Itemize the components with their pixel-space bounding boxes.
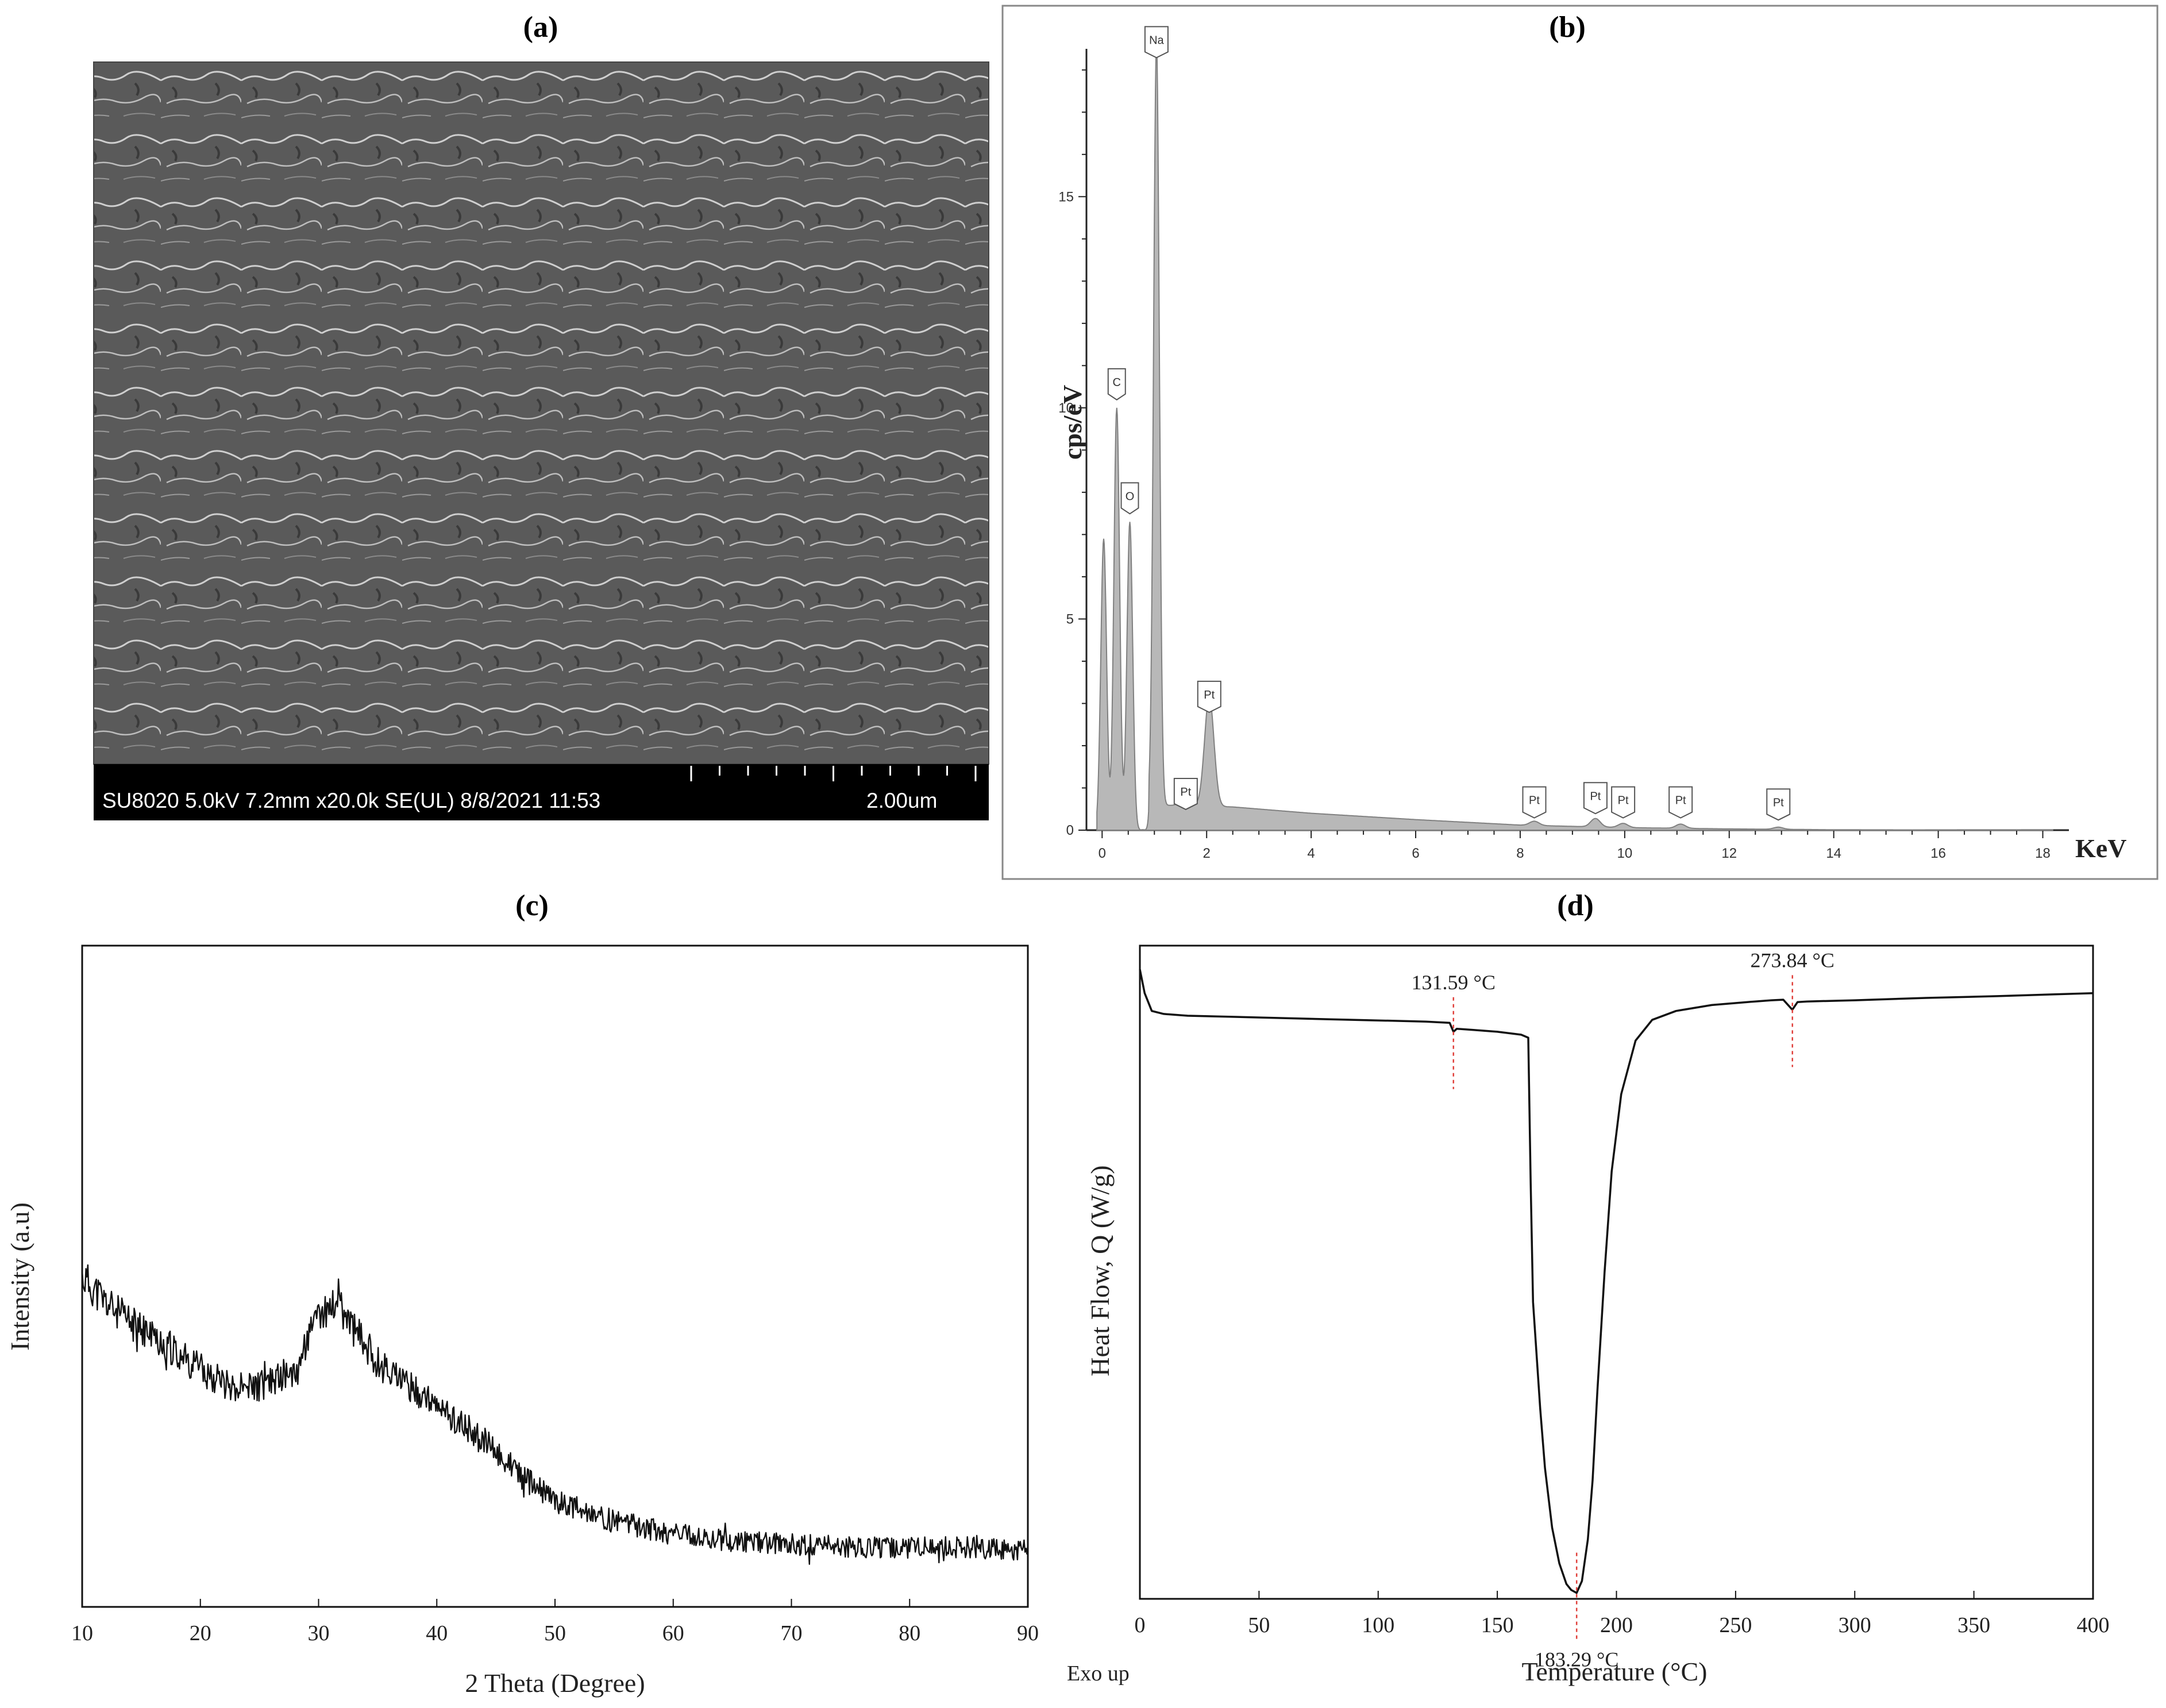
edx-spectrum: 0 2 4 6 8 10 12 14 16 18 0 5 10 15 C O Na Pt Pt Pt Pt Pt Pt Pt [1058,26,2069,861]
dsc-series-line [1139,969,2094,1594]
edx-x-tick-label: 0 [1099,846,1106,861]
edx-y-tick-label: 5 [1066,611,1074,627]
xrd-x-tick-label: 10 [71,1621,93,1645]
panel-c: (c) 10 20 30 40 50 60 70 80 90 Intensity (a.u) 2… [5,889,1039,1698]
edx-peak-tag-label: O [1126,490,1135,503]
edx-y-axis-title: cps/eV [1058,385,1087,460]
panel-b-frame [1001,5,2159,880]
panel-d-label: (d) [1557,889,1594,922]
dsc-exo-up-label: Exo up [1067,1661,1130,1686]
dsc-annotation-label: 183.29 °C [1535,1648,1618,1671]
dsc-x-tick-label: 0 [1135,1613,1146,1637]
sem-info-text: SU8020 5.0kV 7.2mm x20.0k SE(UL) 8/8/202… [102,789,600,812]
edx-peak-tag-box [1668,786,1693,819]
edx-peak-tag: Pt [1522,786,1547,819]
edx-x-tick-label: 6 [1412,846,1419,861]
edx-x-tick-label: 16 [1930,846,1946,861]
edx-peak-tag-label: Pt [1773,796,1784,809]
edx-x-axis-title: KeV [2075,834,2126,863]
xrd-x-tick-label: 50 [544,1621,566,1645]
edx-peak-tag-label: Pt [1590,790,1601,803]
xrd-pattern: 10 20 30 40 50 60 70 80 90 [71,1264,1039,1645]
xrd-x-axis-title: 2 Theta (Degree) [465,1668,645,1698]
dsc-plot-frame [1139,944,2094,1600]
edx-peak-tag: C [1107,368,1126,401]
xrd-x-tick-label: 80 [899,1621,920,1645]
panel-b: (b) 0 2 4 6 8 10 12 14 16 18 0 5 10 15 C O Na Pt Pt Pt Pt Pt P… [1001,5,2159,880]
xrd-x-tick-label: 20 [190,1621,211,1645]
sem-scale-bar [690,766,977,781]
dsc-x-tick-label: 350 [1957,1613,1990,1637]
edx-peak-tag-box [1522,786,1547,819]
edx-peak-tag: Pt [1611,786,1636,819]
edx-y-tick-label: 0 [1066,823,1074,838]
dsc-x-axis-title: Temperature (°C) [1522,1657,1708,1686]
edx-peak-tag-label: Na [1149,34,1164,47]
panel-a-label: (a) [523,11,558,44]
edx-peak-tag: Pt [1583,782,1608,815]
edx-x-tick-label: 14 [1826,846,1841,861]
dsc-annotation-label: 273.84 °C [1751,949,1834,971]
edx-peak-tag-box [1583,782,1608,815]
edx-peak-tag-box [1107,368,1126,401]
edx-peak-tag: Pt [1173,777,1198,811]
sem-info-bar [94,764,989,820]
dsc-x-tick-label: 200 [1600,1613,1633,1637]
dsc-x-tick-label: 400 [2077,1613,2110,1637]
edx-peak-tag-label: Pt [1618,795,1629,807]
panel-d: (d) 0 50 100 150 200 250 300 350 400 131.59 °C 183… [1067,889,2110,1686]
edx-peak-tag-label: Pt [1204,689,1215,701]
sem-scale-text: 2.00um [866,789,937,812]
edx-peak-tag-box [1766,788,1791,821]
edx-peak-tag-box [1197,680,1221,713]
xrd-x-tick-label: 70 [781,1621,803,1645]
dsc-annotation-label: 131.59 °C [1412,971,1496,994]
edx-x-tick-label: 4 [1307,846,1315,861]
xrd-y-axis-title: Intensity (a.u) [5,1202,34,1351]
panel-b-label: (b) [1549,11,1586,44]
edx-peak-tag: Pt [1197,680,1221,713]
dsc-x-tick-label: 150 [1481,1613,1514,1637]
edx-y-tick-label: 10 [1058,400,1074,416]
edx-peak-tag: O [1120,482,1139,515]
dsc-x-tick-label: 250 [1719,1613,1752,1637]
edx-peak-tag-label: C [1113,376,1121,389]
xrd-series-line [81,1264,1029,1565]
edx-spectrum-area [1096,40,2053,831]
edx-peak-tag-box [1611,786,1636,819]
dsc-x-tick-label: 300 [1839,1613,1871,1637]
panel-c-label: (c) [515,889,549,922]
edx-y-tick-label: 15 [1058,189,1074,205]
dsc-x-tick-label: 100 [1362,1613,1394,1637]
xrd-x-tick-label: 90 [1017,1621,1039,1645]
edx-x-tick-label: 18 [2035,846,2051,861]
dsc-curve: 0 50 100 150 200 250 300 350 400 131.59 °C 183.29 … [1135,949,2110,1671]
dsc-y-axis-title: Heat Flow, Q (W/g) [1085,1165,1115,1376]
xrd-x-tick-label: 30 [308,1621,330,1645]
edx-peak-tag: Pt [1766,788,1791,821]
edx-x-tick-label: 2 [1203,846,1211,861]
panel-a: (a) SU8020 5.0kV 7.2mm x20.0k SE(UL) 8/8… [93,11,989,820]
edx-peak-tag-label: Pt [1180,786,1191,799]
edx-peak-tag: Pt [1668,786,1693,819]
xrd-x-tick-label: 40 [426,1621,448,1645]
dsc-x-tick-label: 50 [1248,1613,1270,1637]
xrd-x-tick-label: 60 [662,1621,684,1645]
edx-peak-tag-label: Pt [1529,795,1540,807]
edx-x-tick-label: 12 [1721,846,1737,861]
edx-peak-tag-box [1144,26,1169,59]
edx-peak-tag-box [1173,777,1198,811]
sem-image [94,62,989,764]
edx-peak-tag-label: Pt [1675,795,1686,807]
edx-peak-tag: Na [1144,26,1169,59]
edx-x-tick-label: 10 [1617,846,1633,861]
edx-x-tick-label: 8 [1516,846,1524,861]
edx-peak-tag-box [1120,482,1139,515]
